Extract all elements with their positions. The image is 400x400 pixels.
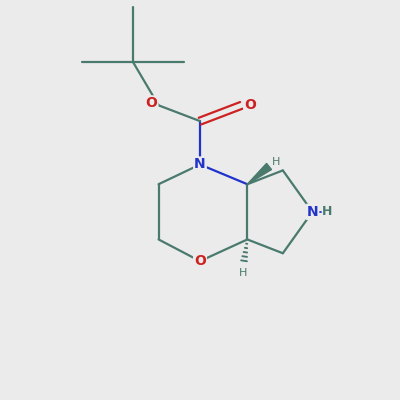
Text: O: O [244,98,256,112]
Text: N: N [307,205,318,219]
Text: H: H [322,205,332,218]
Text: N: N [194,158,206,172]
Text: H: H [272,157,280,167]
Text: O: O [194,254,206,268]
Text: O: O [146,96,158,110]
Polygon shape [247,164,272,184]
Text: H: H [239,268,248,278]
